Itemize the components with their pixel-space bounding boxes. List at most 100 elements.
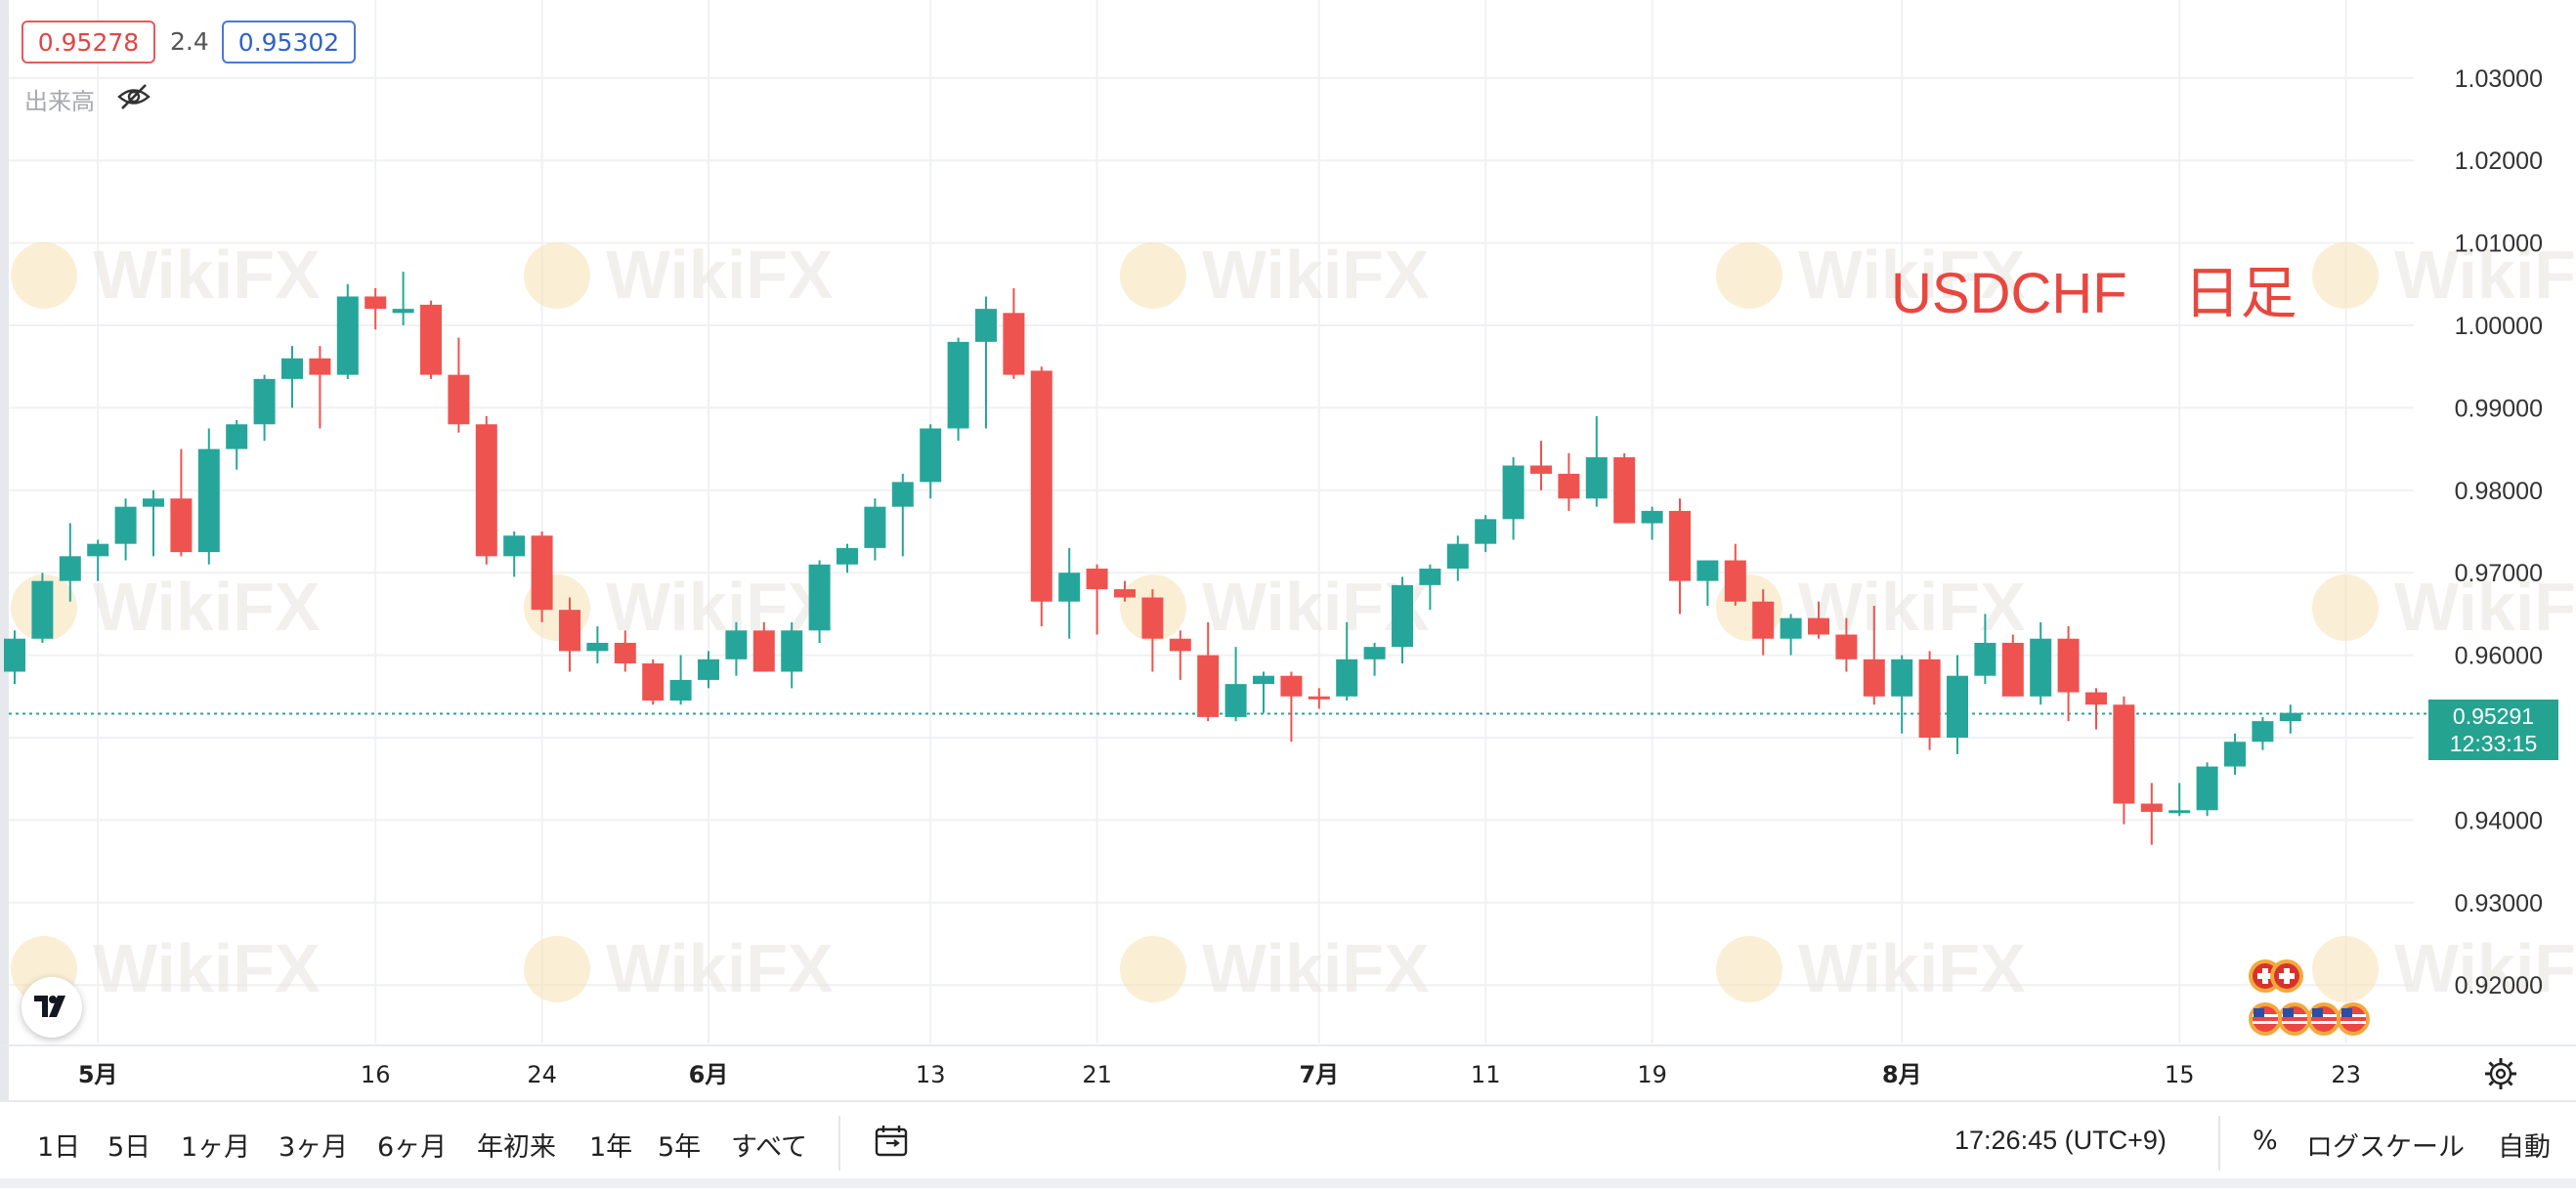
price-tick-label: 0.96000 (2455, 643, 2543, 670)
candle-body (1613, 457, 1636, 524)
candle-body (114, 506, 137, 544)
wikifx-watermark: WikiFX (2312, 569, 2576, 645)
bottom-strip (0, 1178, 2576, 1188)
wikifx-watermark: WikiFX (1120, 569, 1430, 645)
economic-event-icons[interactable] (2248, 953, 2384, 1042)
left-border (0, 0, 9, 1188)
candle (503, 531, 526, 577)
candle-body (1835, 634, 1858, 659)
candle-body (392, 309, 414, 314)
chart-grid (9, 0, 2414, 1043)
candle-body (1308, 696, 1330, 700)
range-5y-button[interactable]: 5年 (658, 1132, 702, 1163)
candle-body (864, 506, 886, 548)
range-1m-button[interactable]: 1ヶ月 (181, 1132, 251, 1163)
watermark-logo (2312, 574, 2379, 641)
candle-body (1224, 684, 1247, 717)
watermark-logo (1120, 242, 1186, 309)
candle (1114, 580, 1136, 602)
candle (559, 597, 580, 672)
time-tick-label: 16 (361, 1061, 391, 1088)
candle (975, 296, 997, 429)
last-price-tag: 0.95291 12:33:15 (2428, 700, 2558, 760)
candle-body (1780, 617, 1802, 639)
price-tick-label: 0.93000 (2455, 890, 2543, 917)
range-3m-button[interactable]: 3ヶ月 (279, 1132, 349, 1163)
auto-scale-button[interactable]: 自動 (2498, 1132, 2551, 1163)
time-tick-label: 19 (1637, 1061, 1667, 1088)
candle-body (2252, 721, 2274, 743)
candle (1308, 688, 1330, 709)
candle (365, 288, 387, 330)
candle-body (2279, 712, 2301, 722)
candle-body (1669, 510, 1691, 581)
candle-body (947, 341, 969, 429)
wikifx-watermark: WikiFX (11, 236, 321, 313)
time-tick-label: 21 (1082, 1061, 1112, 1088)
candle (1224, 647, 1247, 722)
range-all-button[interactable]: すべて (731, 1132, 808, 1163)
candle-body (2224, 742, 2246, 767)
candle-body (1696, 560, 1719, 581)
settings-gear-icon[interactable] (2484, 1057, 2517, 1090)
us-flag-icon (2337, 1002, 2370, 1036)
candle-body (1392, 584, 1413, 648)
tradingview-logo[interactable] (21, 977, 82, 1038)
price-tick-label: 0.94000 (2455, 807, 2543, 834)
candle-body (4, 638, 25, 672)
wikifx-watermark: WikiFX (1716, 930, 2026, 1006)
candle (2057, 626, 2080, 722)
bid-price[interactable]: 0.95278 (21, 21, 155, 64)
candle-body (698, 659, 719, 680)
candle (642, 659, 665, 705)
candle (947, 337, 969, 442)
log-scale-button[interactable]: ログスケール (2306, 1132, 2465, 1163)
range-ytd-button[interactable]: 年初来 (477, 1132, 556, 1163)
spread-value: 2.4 (170, 27, 209, 56)
time-tick-label: 8月 (1882, 1061, 1922, 1088)
candle-body (586, 642, 609, 652)
watermark-text: WikiFX (1798, 236, 2026, 313)
percent-scale-button[interactable]: % (2253, 1126, 2278, 1156)
candle-body (1641, 510, 1663, 524)
candle-body (503, 535, 526, 557)
candle (2252, 716, 2274, 750)
price-tick-label: 0.92000 (2455, 972, 2543, 999)
candle (2085, 688, 2107, 730)
candle (2279, 704, 2301, 734)
date-range-icon[interactable] (873, 1122, 912, 1161)
candle-body (2196, 766, 2218, 811)
time-tick-label: 7月 (1299, 1061, 1339, 1088)
candle (1918, 651, 1941, 750)
wikifx-watermark: WikiFX (11, 569, 321, 645)
candle-body (1974, 642, 1996, 676)
clock-timezone[interactable]: 17:26:45 (UTC+9) (1954, 1126, 2167, 1155)
range-1y-button[interactable]: 1年 (589, 1132, 633, 1163)
candle (1669, 498, 1691, 615)
range-6m-button[interactable]: 6ヶ月 (377, 1132, 448, 1163)
price-tick-label: 1.02000 (2455, 148, 2543, 175)
us-flag-icon (2249, 1002, 2282, 1036)
wikifx-watermark: WikiFX (1716, 236, 2026, 313)
candle (1141, 589, 1164, 672)
candle (1696, 560, 1719, 606)
candle-body (59, 556, 81, 581)
wikifx-watermark: WikiFX (1120, 236, 1430, 313)
candle (253, 374, 276, 442)
candle (1446, 535, 1469, 581)
range-1d-button[interactable]: 1日 (37, 1132, 81, 1163)
candle (197, 428, 220, 565)
watermark-text: WikiFX (606, 930, 834, 1006)
candle (1530, 441, 1552, 490)
candle-body (1336, 659, 1358, 697)
candle-body (891, 482, 914, 507)
range-5d-button[interactable]: 5日 (107, 1132, 151, 1163)
candle-body (365, 296, 387, 310)
bottom-toolbar: 1日 5日 1ヶ月 3ヶ月 6ヶ月 年初来 1年 5年 すべて 17:26:45… (0, 1100, 2576, 1190)
candle-body (642, 663, 665, 701)
candle-body (281, 358, 303, 379)
eye-off-icon[interactable] (117, 82, 150, 111)
candle (1780, 614, 1802, 656)
ask-price[interactable]: 0.95302 (222, 21, 356, 64)
